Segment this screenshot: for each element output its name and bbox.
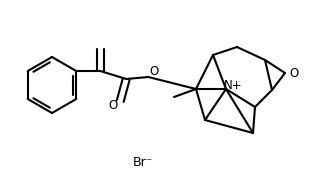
Text: O: O — [149, 65, 159, 78]
Text: N+: N+ — [224, 78, 242, 92]
Text: Br⁻: Br⁻ — [133, 157, 153, 169]
Text: O: O — [289, 66, 299, 80]
Text: O: O — [109, 98, 118, 112]
